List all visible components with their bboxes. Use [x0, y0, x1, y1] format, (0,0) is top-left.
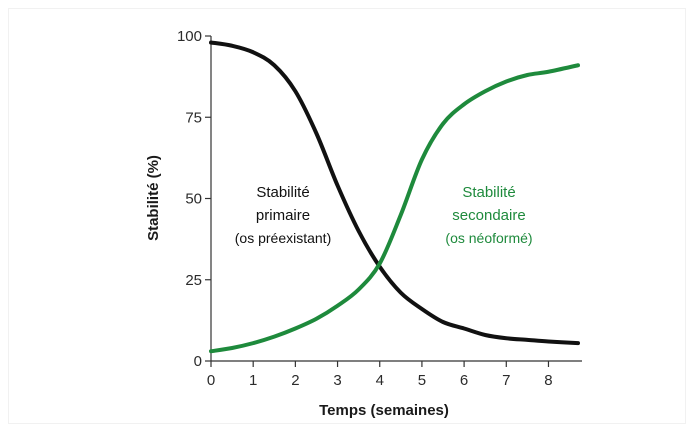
- annotation-primary-line-2: primaire: [256, 207, 310, 224]
- x-tick-label: 1: [249, 372, 257, 389]
- x-tick-label: 2: [291, 372, 299, 389]
- primary-stability-line: [209, 40, 580, 346]
- chart-frame: [8, 8, 686, 424]
- y-tick-label: 50: [185, 191, 202, 208]
- x-axis-title: Temps (semaines): [319, 402, 449, 419]
- annotation-primary-line-3: (os préexistant): [235, 230, 331, 246]
- x-tick-label: 4: [376, 372, 384, 389]
- x-ticks: 0 1 2 3 4 5 6 7 8: [207, 361, 553, 389]
- annotation-secondary-line-2: secondaire: [452, 207, 525, 224]
- y-ticks: 0 25 50 75 100: [177, 28, 211, 370]
- x-tick-label: 3: [333, 372, 341, 389]
- x-tick-label: 7: [502, 372, 510, 389]
- x-tick-label: 8: [544, 372, 552, 389]
- x-tick-label: 6: [460, 372, 468, 389]
- annotation-secondary: Stabilité secondaire (os néoformé): [445, 184, 532, 246]
- y-tick-label: 100: [177, 28, 202, 45]
- annotation-secondary-line-1: Stabilité: [462, 184, 515, 201]
- series-lines: [209, 40, 580, 354]
- y-axis-title: Stabilité (%): [145, 155, 162, 241]
- annotation-primary-line-1: Stabilité: [256, 184, 309, 201]
- y-tick-label: 0: [194, 353, 202, 370]
- annotation-primary: Stabilité primaire (os préexistant): [235, 184, 331, 246]
- annotation-secondary-line-3: (os néoformé): [445, 230, 532, 246]
- y-tick-label: 25: [185, 272, 202, 289]
- x-tick-label: 0: [207, 372, 215, 389]
- y-tick-label: 75: [185, 109, 202, 126]
- x-tick-label: 5: [418, 372, 426, 389]
- secondary-stability-line: [209, 63, 580, 354]
